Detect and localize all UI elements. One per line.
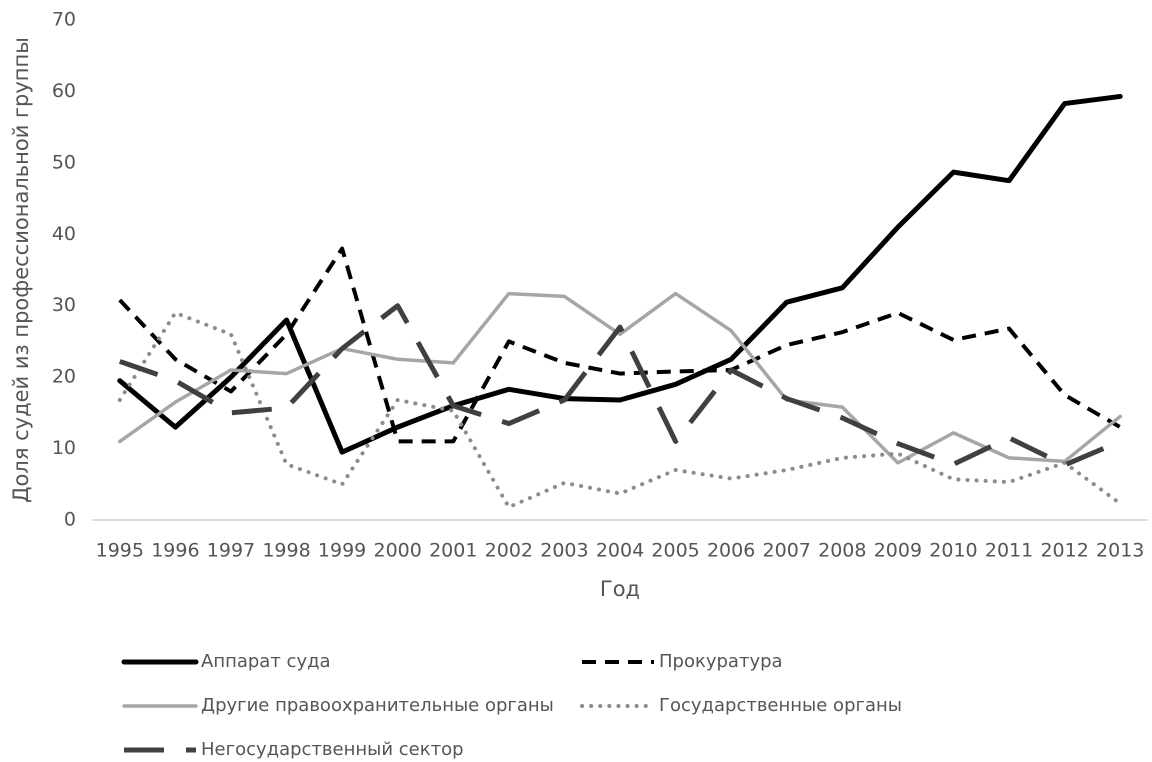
x-tick-label: 2005 [651,540,699,562]
y-axis-label: Доля судей из профессиональной группы [9,37,33,503]
y-tick-label: 60 [52,80,76,102]
x-tick-label: 2001 [429,540,477,562]
x-tick-label: 1997 [207,540,255,562]
legend-label: Прокуратура [659,651,783,672]
series-line [118,291,1122,465]
x-tick-label: 2007 [763,540,811,562]
y-tick-label: 30 [52,294,76,316]
x-tick-label: 2012 [1040,540,1088,562]
x-tick-label: 2013 [1096,540,1144,562]
legend-label: Другие правоохранительные органы [201,695,554,716]
x-axis-label: Год [600,577,640,601]
x-tick-label: 2011 [985,540,1033,562]
x-tick-label: 2009 [874,540,922,562]
y-tick-label: 20 [52,366,76,388]
x-tick-label: 2002 [485,540,533,562]
y-tick-label: 70 [52,9,76,31]
legend-label: Негосударственный сектор [201,739,464,760]
x-tick-label: 1995 [96,540,144,562]
series-line [118,246,1122,444]
x-tick-label: 1998 [262,540,310,562]
x-tick-label: 2000 [374,540,422,562]
y-tick-label: 40 [52,223,76,245]
x-tick-label: 1999 [318,540,366,562]
y-tick-label: 0 [64,509,76,531]
y-tick-label: 50 [52,151,76,173]
x-tick-label: 2003 [540,540,588,562]
legend-label: Государственные органы [659,695,902,716]
x-tick-label: 2004 [596,540,644,562]
x-tick-label: 1996 [151,540,199,562]
series-line [117,93,1123,455]
x-tick-label: 2008 [818,540,866,562]
x-tick-label: 2010 [929,540,977,562]
legend-label: Аппарат суда [201,651,331,672]
y-tick-label: 10 [52,437,76,459]
series-line [118,303,1122,468]
x-tick-label: 2006 [707,540,755,562]
